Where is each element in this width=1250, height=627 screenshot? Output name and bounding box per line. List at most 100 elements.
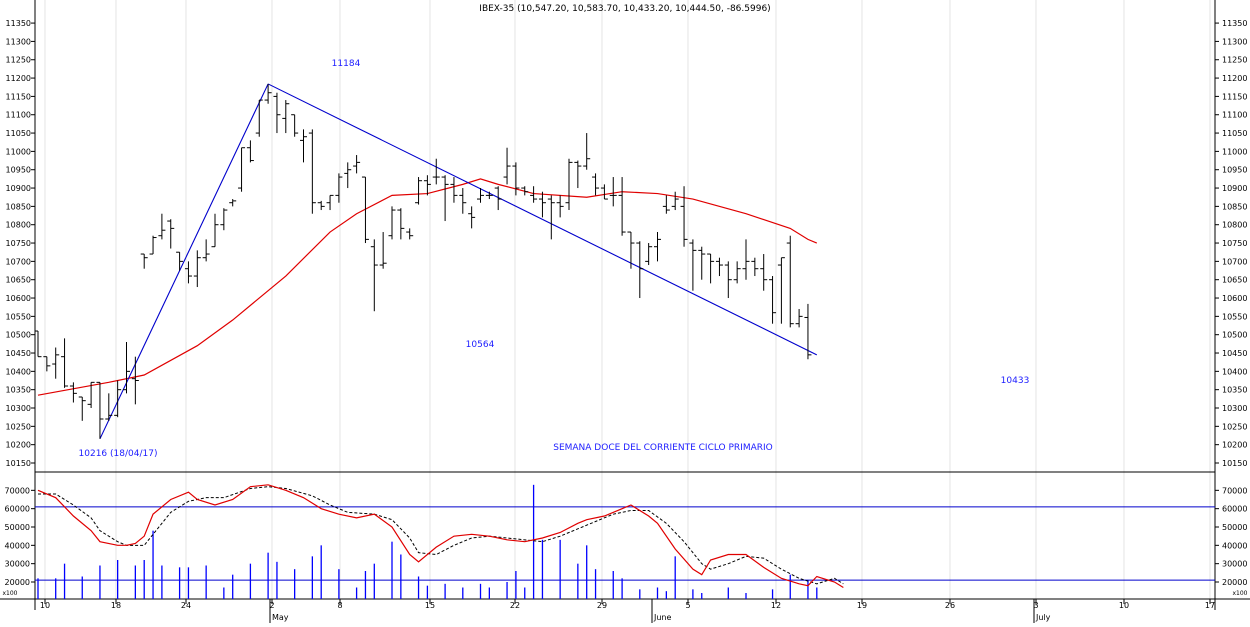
ohlc-bar bbox=[158, 213, 166, 240]
ohlc-bar bbox=[273, 92, 281, 134]
price-tick-label-right: 11250 bbox=[1222, 56, 1247, 65]
price-tick-label-right: 10250 bbox=[1222, 422, 1247, 431]
label-last-low: 10433 bbox=[1001, 376, 1030, 386]
ohlc-bar bbox=[379, 232, 387, 269]
volume-tick-label-left: 30000 bbox=[5, 560, 30, 569]
price-tick-label-left: 11200 bbox=[6, 74, 31, 83]
ohlc-bar bbox=[34, 330, 42, 358]
x-tick-label: 18 bbox=[111, 601, 121, 610]
ohlc-bar bbox=[609, 177, 617, 207]
price-tick-label-left: 10650 bbox=[6, 276, 31, 285]
ohlc-bar bbox=[786, 235, 794, 328]
ohlc-bar bbox=[512, 162, 520, 196]
ohlc-bar bbox=[556, 195, 564, 218]
ohlc-bar bbox=[662, 195, 670, 214]
volume-scale-label-left: x100 bbox=[2, 590, 17, 597]
ohlc-bar bbox=[211, 213, 219, 248]
price-tick-label-right: 10950 bbox=[1222, 166, 1247, 175]
ohlc-bar bbox=[636, 241, 644, 299]
ohlc-bar bbox=[78, 396, 86, 421]
price-tick-label-right: 10650 bbox=[1222, 276, 1247, 285]
x-tick-label: 8 bbox=[337, 601, 342, 610]
price-tick-label-left: 10450 bbox=[6, 349, 31, 358]
ohlc-bar bbox=[769, 276, 777, 324]
ohlc-bar bbox=[565, 158, 573, 211]
ohlc-bar bbox=[733, 261, 741, 284]
ohlc-bar bbox=[238, 147, 246, 192]
price-tick-label-left: 10900 bbox=[6, 184, 31, 193]
ohlc-bar bbox=[415, 177, 423, 205]
price-tick-label-left: 11300 bbox=[6, 37, 31, 46]
x-tick-label: 26 bbox=[945, 601, 955, 610]
volume-tick-label-right: 30000 bbox=[1222, 560, 1247, 569]
price-tick-label-left: 10950 bbox=[6, 166, 31, 175]
ohlc-bar bbox=[468, 206, 476, 229]
moving-average-line bbox=[37, 178, 818, 396]
ohlc-bar bbox=[600, 184, 608, 200]
volume-tick-label-right: 50000 bbox=[1222, 523, 1247, 532]
ohlc-bar bbox=[361, 176, 369, 244]
ohlc-bar bbox=[406, 228, 414, 240]
ohlc-bar bbox=[547, 195, 555, 240]
price-tick-label-left: 10200 bbox=[6, 441, 31, 450]
price-tick-label-right: 10750 bbox=[1222, 239, 1247, 248]
ohlc-bar bbox=[804, 303, 812, 360]
price-tick-label-left: 11350 bbox=[6, 19, 31, 28]
ohlc-bar bbox=[574, 160, 582, 189]
price-tick-label-right: 10200 bbox=[1222, 441, 1247, 450]
trend-lines bbox=[99, 83, 818, 440]
ohlc-bar bbox=[193, 250, 201, 288]
ohlc-bar bbox=[388, 206, 396, 240]
ohlc-bar bbox=[255, 99, 263, 137]
price-tick-label-right: 10700 bbox=[1222, 257, 1247, 266]
ohlc-bar bbox=[689, 239, 697, 291]
ohlc-bar bbox=[202, 239, 210, 262]
price-tick-label-left: 10400 bbox=[6, 367, 31, 376]
y-axis: 10150 10150 10200 10200 10250 10250 10300 10300… bbox=[5, 19, 1248, 587]
price-tick-label-left: 10500 bbox=[6, 331, 31, 340]
ohlc-bar bbox=[521, 186, 529, 196]
ohlc-bar bbox=[229, 199, 237, 207]
ohlc-bar bbox=[485, 191, 493, 200]
x-tick-label: 17 bbox=[1205, 601, 1215, 610]
volume-tick-label-right: 20000 bbox=[1222, 578, 1247, 587]
price-tick-label-right: 10350 bbox=[1222, 386, 1247, 395]
ohlc-bar bbox=[707, 253, 715, 284]
ohlc-bar bbox=[724, 261, 732, 299]
ohlc-bar bbox=[176, 251, 184, 271]
ohlc-bar bbox=[264, 83, 272, 104]
price-tick-label-right: 11100 bbox=[1222, 111, 1247, 120]
label-start-low: 10216 (18/04/17) bbox=[79, 449, 158, 459]
chart-frame bbox=[0, 0, 1250, 610]
ohlc-bar bbox=[353, 155, 361, 174]
ohlc-bar bbox=[246, 140, 254, 163]
month-label: July bbox=[1035, 613, 1051, 622]
price-tick-label-right: 11300 bbox=[1222, 37, 1247, 46]
ohlc-bar bbox=[618, 177, 626, 236]
ohlc-bar bbox=[326, 194, 334, 211]
ohlc-bar bbox=[43, 356, 51, 372]
ohlc-bar bbox=[344, 162, 352, 189]
month-label: June bbox=[653, 613, 672, 622]
ohlc-bar bbox=[503, 147, 511, 185]
ohlc-bar bbox=[87, 381, 95, 409]
ohlc-bar bbox=[317, 200, 325, 211]
ohlc-bar bbox=[777, 257, 785, 324]
oscillator-main-line bbox=[37, 484, 844, 589]
gridlines bbox=[44, 0, 1211, 599]
x-tick-label: 15 bbox=[425, 601, 435, 610]
volume-tick-label-right: 60000 bbox=[1222, 505, 1247, 514]
volume-tick-label-right: 40000 bbox=[1222, 541, 1247, 550]
price-tick-label-right: 10550 bbox=[1222, 312, 1247, 321]
x-tick-label: 10 bbox=[1119, 601, 1129, 610]
ohlc-bar bbox=[698, 246, 706, 280]
ohlc-bar bbox=[149, 235, 157, 255]
price-tick-label-left: 11000 bbox=[6, 147, 31, 156]
price-bars bbox=[34, 83, 812, 439]
ohlc-bar bbox=[282, 100, 290, 134]
price-tick-label-left: 10350 bbox=[6, 386, 31, 395]
ohlc-bar bbox=[220, 208, 228, 231]
price-tick-label-right: 11350 bbox=[1222, 19, 1247, 28]
ohlc-bar bbox=[671, 191, 679, 211]
